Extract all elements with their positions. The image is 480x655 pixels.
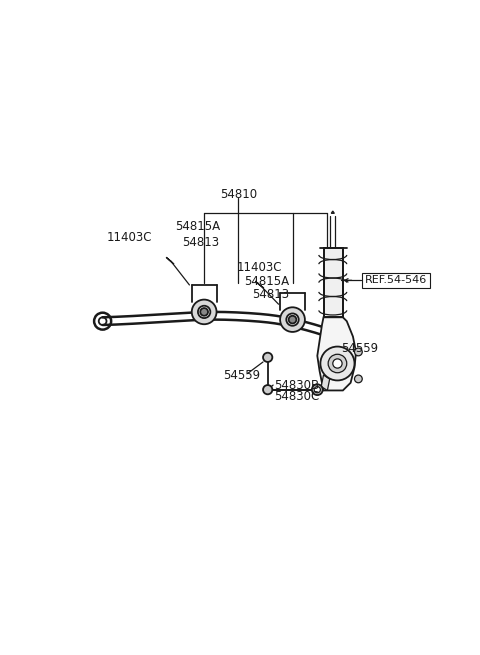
Circle shape	[263, 353, 272, 362]
Text: 54815A: 54815A	[175, 220, 220, 233]
Circle shape	[333, 359, 342, 368]
Text: 54813: 54813	[252, 288, 289, 301]
Polygon shape	[317, 317, 356, 390]
Circle shape	[328, 354, 347, 373]
Circle shape	[200, 308, 208, 316]
Text: 54815A: 54815A	[244, 274, 289, 288]
Text: REF.54-546: REF.54-546	[365, 275, 427, 286]
Circle shape	[321, 346, 355, 381]
Circle shape	[314, 386, 321, 393]
Text: 54830C: 54830C	[274, 390, 319, 403]
Text: 54810: 54810	[220, 187, 257, 200]
Circle shape	[198, 306, 210, 318]
Circle shape	[286, 314, 299, 326]
Polygon shape	[324, 248, 343, 317]
Circle shape	[312, 384, 323, 395]
Circle shape	[355, 375, 362, 383]
Text: 11403C: 11403C	[237, 261, 282, 274]
Text: 54559: 54559	[223, 369, 260, 382]
Text: 54813: 54813	[182, 236, 219, 249]
Polygon shape	[331, 211, 335, 214]
Circle shape	[355, 348, 362, 356]
Polygon shape	[255, 281, 264, 288]
Text: 54559: 54559	[341, 342, 378, 354]
Circle shape	[280, 307, 305, 332]
Text: 54830B: 54830B	[274, 379, 319, 392]
Circle shape	[288, 316, 296, 324]
Polygon shape	[166, 257, 174, 264]
Circle shape	[263, 385, 272, 394]
Circle shape	[192, 299, 216, 324]
Text: 11403C: 11403C	[107, 231, 152, 244]
Polygon shape	[321, 375, 330, 390]
